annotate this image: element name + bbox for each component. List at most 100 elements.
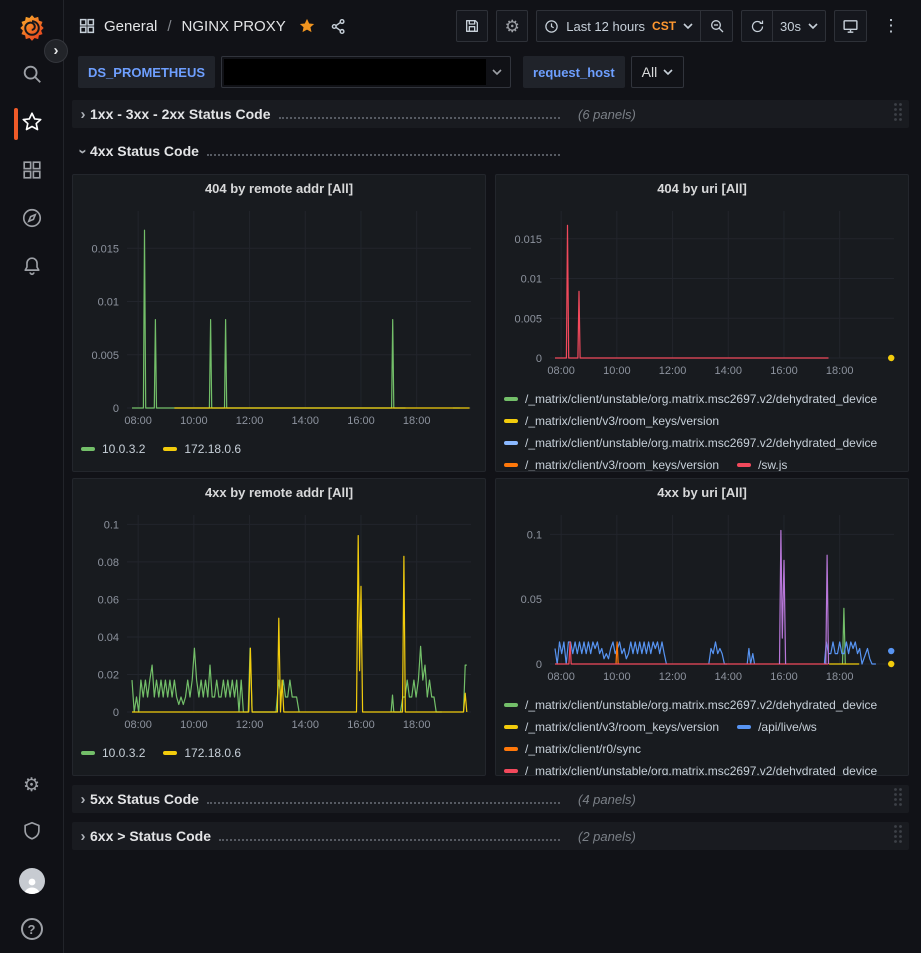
apps-grid-icon bbox=[21, 159, 43, 186]
drag-handle-icon[interactable] bbox=[893, 787, 903, 812]
share-icon[interactable] bbox=[330, 18, 347, 35]
legend-item[interactable]: /_matrix/client/unstable/org.matrix.msc2… bbox=[504, 388, 877, 410]
legend-swatch bbox=[163, 447, 178, 451]
sidebar-item-profile[interactable] bbox=[0, 857, 64, 905]
sidebar-item-search[interactable] bbox=[0, 52, 64, 100]
variable-label-ds-prometheus[interactable]: DS_PROMETHEUS bbox=[78, 56, 216, 88]
star-outline-icon bbox=[21, 111, 43, 138]
chevron-right-icon: › bbox=[53, 41, 59, 59]
row-6xx[interactable]: › 6xx > Status Code (2 panels) bbox=[72, 822, 909, 850]
row-panel-count: (4 panels) bbox=[578, 791, 636, 807]
legend-swatch bbox=[504, 769, 518, 773]
svg-text:08:00: 08:00 bbox=[547, 671, 575, 683]
breadcrumb-folder[interactable]: General bbox=[104, 17, 158, 35]
clock-icon bbox=[545, 19, 558, 33]
legend-item[interactable]: 10.0.3.2 bbox=[81, 438, 145, 460]
drag-handle-icon[interactable] bbox=[893, 102, 903, 127]
zoom-out-time-button[interactable] bbox=[701, 10, 734, 42]
header-toolbar: ⚙ Last 12 hours CST bbox=[456, 10, 907, 42]
row-4xx[interactable]: › 4xx Status Code bbox=[72, 137, 909, 165]
legend-item[interactable]: /_matrix/client/v3/room_keys/version bbox=[504, 716, 719, 738]
sidebar-item-configuration[interactable]: ⚙ bbox=[0, 761, 64, 809]
time-series-chart[interactable]: 0 0.05 0.1 08:00 10:00 12:00 14:00 16:00 18:00 bbox=[504, 507, 900, 692]
main-area: General / NGINX PROXY bbox=[64, 0, 921, 953]
time-series-chart[interactable]: 0 0.02 0.04 0.06 0.08 0.1 08:00 10:00 12:00 14:00… bbox=[81, 507, 477, 740]
panel-title[interactable]: 4xx by uri [All] bbox=[657, 485, 747, 500]
favorite-star-icon[interactable] bbox=[298, 17, 316, 35]
time-range-label: Last 12 hours bbox=[566, 18, 646, 34]
legend-label: /_matrix/client/unstable/org.matrix.msc2… bbox=[525, 698, 878, 712]
timezone-label: CST bbox=[652, 19, 677, 33]
apps-grid-icon[interactable] bbox=[78, 17, 96, 35]
svg-text:10:00: 10:00 bbox=[180, 415, 208, 427]
sidebar-item-starred[interactable] bbox=[0, 100, 64, 148]
legend-item[interactable]: /_matrix/client/v3/room_keys/version bbox=[504, 454, 719, 471]
legend-swatch bbox=[737, 725, 752, 729]
svg-text:18:00: 18:00 bbox=[826, 365, 854, 377]
save-dashboard-button[interactable] bbox=[456, 10, 489, 42]
drag-handle-icon[interactable] bbox=[893, 824, 903, 849]
chart-legend: /_matrix/client/unstable/org.matrix.msc2… bbox=[504, 694, 900, 775]
legend-label: /_matrix/client/unstable/org.matrix.msc2… bbox=[525, 392, 878, 406]
time-series-chart[interactable]: 0 0.005 0.01 0.015 08:00 10:00 12:00 14:00 16:00… bbox=[81, 203, 477, 436]
avatar bbox=[18, 868, 45, 894]
dashboard-settings-button[interactable]: ⚙ bbox=[496, 10, 529, 42]
breadcrumb: General / NGINX PROXY bbox=[78, 17, 347, 35]
request-host-select[interactable]: All bbox=[630, 56, 685, 88]
svg-text:0.1: 0.1 bbox=[527, 529, 542, 541]
panel-title[interactable]: 4xx by remote addr [All] bbox=[204, 485, 354, 500]
chevron-down-icon: › bbox=[74, 148, 92, 154]
panel-title[interactable]: 404 by remote addr [All] bbox=[204, 181, 354, 196]
more-options-button[interactable]: ⋮ bbox=[875, 10, 907, 42]
sidebar-item-help[interactable]: ? bbox=[0, 905, 64, 953]
svg-text:14:00: 14:00 bbox=[292, 415, 320, 427]
breadcrumb-dashboard-title[interactable]: NGINX PROXY bbox=[181, 17, 286, 35]
sidebar-item-explore[interactable] bbox=[0, 196, 64, 244]
sidebar-expand-button[interactable]: › bbox=[44, 39, 68, 63]
legend-item[interactable]: /_matrix/client/r0/sync bbox=[504, 738, 641, 760]
sidebar-item-dashboards[interactable] bbox=[0, 148, 64, 196]
legend-item[interactable]: 172.18.0.6 bbox=[163, 438, 241, 460]
svg-text:18:00: 18:00 bbox=[403, 719, 431, 731]
datasource-select[interactable] bbox=[221, 56, 512, 88]
time-range-picker[interactable]: Last 12 hours CST bbox=[536, 10, 702, 42]
svg-text:12:00: 12:00 bbox=[236, 719, 264, 731]
svg-text:0.01: 0.01 bbox=[521, 274, 542, 286]
svg-text:10:00: 10:00 bbox=[180, 719, 208, 731]
chart-legend: 10.0.3.2 172.18.0.6 bbox=[81, 438, 477, 460]
kebab-icon: ⋮ bbox=[882, 16, 900, 35]
refresh-button[interactable] bbox=[741, 10, 774, 42]
row-5xx[interactable]: › 5xx Status Code (4 panels) bbox=[72, 785, 909, 813]
grafana-logo[interactable] bbox=[18, 0, 46, 52]
legend-item[interactable]: /sw.js bbox=[737, 454, 787, 471]
chart-legend: /_matrix/client/unstable/org.matrix.msc2… bbox=[504, 388, 900, 471]
svg-text:0.015: 0.015 bbox=[91, 243, 119, 255]
legend-item[interactable]: /_matrix/client/unstable/org.matrix.msc2… bbox=[504, 760, 877, 775]
sidebar-item-alerting[interactable] bbox=[0, 244, 64, 292]
refresh-interval-label: 30s bbox=[780, 18, 801, 34]
variable-label-request-host[interactable]: request_host bbox=[523, 56, 625, 88]
legend-item[interactable]: /_matrix/client/unstable/org.matrix.msc2… bbox=[504, 694, 877, 716]
panel-4xx-by-uri: 4xx by uri [All] 0 0.05 0.1 08:00 10:00 12:00… bbox=[495, 478, 909, 776]
row-title: 1xx - 3xx - 2xx Status Code bbox=[90, 106, 271, 122]
legend-item[interactable]: /api/live/ws bbox=[737, 716, 817, 738]
datasource-value-redacted bbox=[224, 59, 487, 85]
legend-label: /_matrix/client/v3/room_keys/version bbox=[525, 414, 720, 428]
row-dotted-leader bbox=[206, 802, 560, 804]
chart-legend: 10.0.3.2 172.18.0.6 bbox=[81, 742, 477, 764]
legend-item[interactable]: 10.0.3.2 bbox=[81, 742, 145, 764]
svg-text:12:00: 12:00 bbox=[659, 365, 687, 377]
row-title: 6xx > Status Code bbox=[90, 828, 211, 844]
panel-title[interactable]: 404 by uri [All] bbox=[657, 181, 747, 196]
legend-item[interactable]: /_matrix/client/v3/room_keys/version bbox=[504, 410, 719, 432]
refresh-interval-picker[interactable]: 30s bbox=[773, 10, 826, 42]
legend-label: 172.18.0.6 bbox=[184, 442, 242, 456]
tv-mode-button[interactable] bbox=[834, 10, 867, 42]
legend-item[interactable]: /_matrix/client/unstable/org.matrix.msc2… bbox=[504, 432, 877, 454]
sidebar-item-server-admin[interactable] bbox=[0, 809, 64, 857]
svg-text:0.005: 0.005 bbox=[514, 313, 542, 325]
legend-item[interactable]: 172.18.0.6 bbox=[163, 742, 241, 764]
svg-text:08:00: 08:00 bbox=[124, 415, 152, 427]
row-1xx-3xx-2xx[interactable]: › 1xx - 3xx - 2xx Status Code (6 panels) bbox=[72, 100, 909, 128]
time-series-chart[interactable]: 0 0.005 0.01 0.015 08:00 10:00 12:00 14:00 16:00… bbox=[504, 203, 900, 386]
